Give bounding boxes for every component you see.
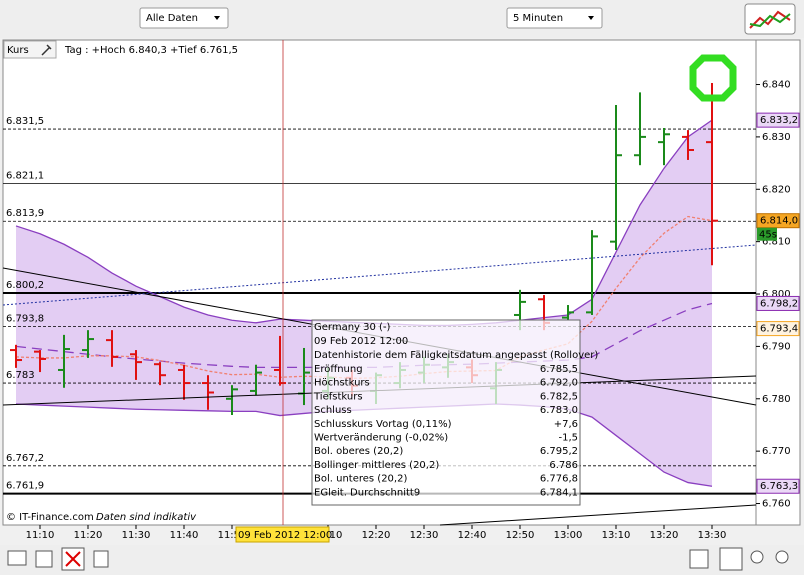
y-tick-label: 6.780 [762,394,791,405]
tooltip-row-value: 6.785,5 [540,364,578,375]
interval-select[interactable] [506,7,603,29]
tooltip-title: Germany 30 (-) [314,322,391,333]
copy-button[interactable] [93,550,109,568]
x-tick-label: 11:20 [74,530,103,541]
tooltip-row-label: Schluss [314,405,352,416]
x-tick-label: 13:20 [650,530,679,541]
timer: 45s [759,230,777,241]
interval-label: 5 Minuten [513,13,563,24]
tooltip-row-value: 6.776,8 [540,474,578,485]
level-label: 6.813,9 [6,208,44,219]
y-tick-label: 6.830 [762,132,791,143]
tooltip-row-label: Eröffnung [314,364,363,375]
delete-icon [65,551,81,567]
panel-name: Kurs [7,45,29,56]
mail-button[interactable] [7,550,27,566]
level-label: 6.831,5 [6,116,44,127]
zoom-in-button[interactable] [750,550,764,564]
price-tag-label: 6.833,2 [760,115,798,126]
tooltip [311,319,581,506]
tooltip-row-value: 6.792,0 [540,378,578,389]
price-tag [756,112,800,128]
settings-icon [41,44,52,56]
price-tag [756,321,800,337]
disclaimer: Daten sind indikativ [96,512,197,523]
tooltip-row-label: Wertveränderung (-0,02%) [314,433,448,444]
cursor-time-box [235,526,330,543]
y-tick-label: 6.760 [762,499,791,510]
price-tag [756,478,800,494]
level-label: 6.783 [6,370,35,381]
x-tick-label: 12:40 [458,530,487,541]
y-tick-label: 6.820 [762,184,791,195]
zoom-fit-button[interactable] [719,547,743,571]
zoom-out-button[interactable] [775,550,789,564]
tooltip-row-label: EGleit. Durchschnitt9 [314,487,420,498]
y-tick-label: 6.800 [762,289,791,300]
chart-button[interactable] [689,549,709,569]
tooltip-row-value: 6.784,1 [540,487,578,498]
tooltip-note: Datenhistorie dem Fälligkeitsdatum angep… [314,350,598,361]
x-tick-label: 11:30 [122,530,151,541]
level-label: 6.793,8 [6,313,44,324]
dropdown-arrow [214,16,220,20]
x-tick-label: 13:00 [554,530,583,541]
tooltip-row-label: Tiefstkurs [313,391,363,402]
price-tag [756,213,800,229]
tooltip-row-label: Höchstkurs [314,378,370,389]
trend-line [439,504,757,526]
icon [749,13,791,28]
tooltip-row-label: Bol. unteres (20,2) [314,474,407,485]
range-select[interactable] [139,7,229,29]
y-tick-label: 6.810 [762,237,791,248]
x-tick-label: 12:30 [410,530,439,541]
y-tick-label: 6.790 [762,341,791,352]
tooltip-row-value: 6.782,5 [540,391,578,402]
y-tick-label: 6.840 [762,80,791,91]
timer-box [757,227,777,241]
day-summary: Tag : +Hoch 6.840,3 +Tief 6.761,5 [64,45,238,56]
y-tick-label: 6.770 [762,446,791,457]
tooltip-row-value: 6.783,0 [540,405,578,416]
x-tick-label: 11:10 [26,530,55,541]
price-tag-label: 6.763,3 [760,481,798,492]
tooltip-date: 09 Feb 2012 12:00 [314,336,408,347]
toolbar [0,0,804,38]
tooltip-row-label: Bol. oberes (20,2) [314,446,403,457]
range-label: Alle Daten [146,13,198,24]
dropdown-arrow [588,16,594,20]
price-tag-label: 6.814,0 [760,216,798,227]
level-label: 6.800,2 [6,280,44,291]
level-label: 6.761,9 [6,481,44,492]
x-tick-label: 13:30 [698,530,727,541]
indicator-line [15,302,713,368]
x-tick-label: 12:20 [362,530,391,541]
x-tick-label: 12:50 [506,530,535,541]
save-button[interactable] [35,550,53,568]
tooltip-row-label: Bollinger mittleres (20,2) [314,460,439,471]
price-tag-label: 6.793,4 [760,324,798,335]
tooltip-row-value: 6.786 [549,460,578,471]
trend-line [2,244,757,306]
source: © IT-Finance.com [6,512,94,523]
x-tick-label: 11:40 [170,530,199,541]
x-tick-label: 13:10 [602,530,631,541]
x-tick-label: 11:50 [218,530,247,541]
tooltip-row-label: Schlusskurs Vortag (0,11%) [314,419,452,430]
bottom-toolbar [0,545,804,575]
level-label: 6.821,1 [6,171,44,182]
price-tag [756,295,800,311]
level-label: 6.767,2 [6,453,44,464]
icon [749,10,791,29]
tooltip-row-value: -1,5 [558,433,578,444]
tooltip-row-value: 6.795,2 [540,446,578,457]
tooltip-row-value: +7,6 [554,419,578,430]
cursor-time: 09 Feb 2012 12:00 [238,530,332,541]
highlight-marker [689,54,737,102]
price-tag-label: 6.798,2 [760,298,798,309]
